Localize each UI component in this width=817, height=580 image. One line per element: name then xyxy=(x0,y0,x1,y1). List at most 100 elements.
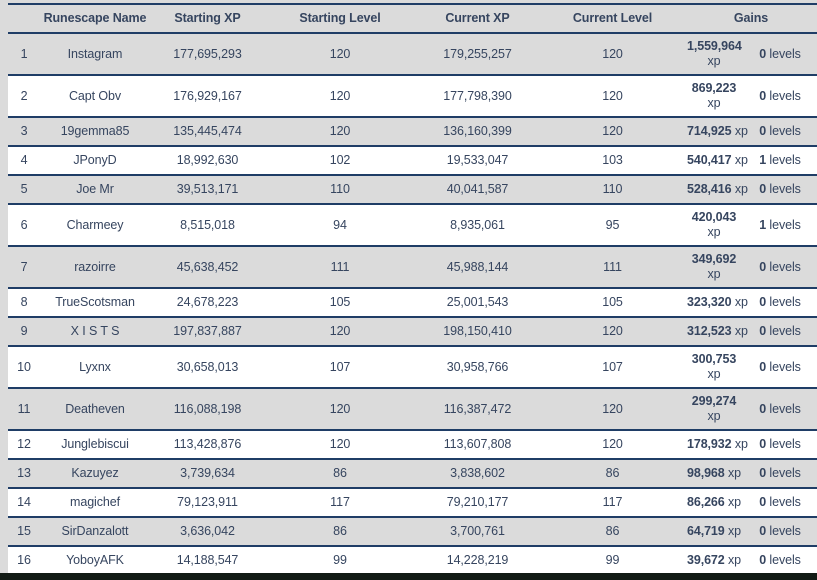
table-row: 12 Junglebiscui 113,428,876 120 113,607,… xyxy=(8,431,817,460)
gains-xp-unit: xp xyxy=(731,295,748,309)
gains-xp-value: 299,274 xyxy=(691,394,737,408)
current-level: 95 xyxy=(605,217,620,232)
player-name[interactable]: Joe Mr xyxy=(76,182,114,196)
gains-xp-unit: xp xyxy=(731,124,748,138)
player-name[interactable]: Instagram xyxy=(67,46,123,61)
gains-xp-unit: xp xyxy=(724,466,742,480)
gains-levels-unit: levels xyxy=(766,259,801,274)
starting-level: 120 xyxy=(329,124,351,138)
current-level: 110 xyxy=(602,182,623,196)
gains-levels-unit: levels xyxy=(766,324,801,338)
current-xp: 14,228,219 xyxy=(446,553,509,567)
table-header-row: Runescape Name Starting XP Starting Leve… xyxy=(8,5,817,34)
gains-levels-value: 0 xyxy=(759,401,767,416)
current-xp: 198,150,410 xyxy=(443,324,512,338)
gains-xp-unit: xp xyxy=(707,267,721,281)
gains-levels-unit: levels xyxy=(766,46,801,61)
gains-xp-unit: xp xyxy=(724,524,742,538)
player-name[interactable]: TrueScotsman xyxy=(55,295,135,309)
gains-xp: 98,968 xp xyxy=(685,461,743,486)
gains-levels: 0 levels xyxy=(743,255,817,280)
player-name[interactable]: Charmeey xyxy=(66,217,124,232)
gains-levels-value: 1 xyxy=(759,217,767,232)
table-body: 1 Instagram 177,695,293 120 179,255,257 … xyxy=(8,34,817,576)
gains-levels-value: 0 xyxy=(759,359,767,374)
player-name[interactable]: magichef xyxy=(70,495,120,509)
player-name[interactable]: Deatheven xyxy=(65,401,125,416)
gains-xp: 178,932 xp xyxy=(685,432,748,457)
current-xp: 113,607,808 xyxy=(443,437,512,451)
current-level: 120 xyxy=(602,324,623,338)
gains-levels-value: 0 xyxy=(759,46,767,61)
player-name[interactable]: JPonyD xyxy=(73,153,117,167)
gains-xp-value: 64,719 xyxy=(687,524,725,538)
gains-xp: 420,043 xp xyxy=(685,205,743,245)
starting-level: 105 xyxy=(329,295,351,309)
gains-xp-value: 323,320 xyxy=(687,295,732,309)
table-row: 16 YoboyAFK 14,188,547 99 14,228,219 99 … xyxy=(8,547,817,576)
starting-xp: 177,695,293 xyxy=(173,46,242,61)
gains-xp-unit: xp xyxy=(707,96,721,110)
starting-xp: 116,088,198 xyxy=(173,401,242,416)
gains-levels: 0 levels xyxy=(743,519,817,544)
gains-levels: 0 levels xyxy=(743,42,817,67)
row-rank: 12 xyxy=(17,437,31,451)
table-row: 5 Joe Mr 39,513,171 110 40,041,587 110 5… xyxy=(8,176,817,205)
gains-levels: 0 levels xyxy=(743,355,817,380)
header-starting-level[interactable]: Starting Level xyxy=(299,11,381,25)
gains-levels-value: 0 xyxy=(759,553,767,567)
starting-xp: 197,837,887 xyxy=(173,324,242,338)
current-xp: 3,700,761 xyxy=(450,524,505,538)
gains-levels-value: 1 xyxy=(759,153,767,167)
current-xp: 19,533,047 xyxy=(446,153,509,167)
header-gains[interactable]: Gains xyxy=(733,11,769,25)
gains-levels: 0 levels xyxy=(743,177,817,202)
current-level: 111 xyxy=(603,259,622,274)
current-level: 99 xyxy=(605,553,620,567)
gains-levels-unit: levels xyxy=(766,88,801,103)
player-name[interactable]: 19gemma85 xyxy=(60,124,130,138)
table-row: 1 Instagram 177,695,293 120 179,255,257 … xyxy=(8,34,817,76)
header-starting-xp[interactable]: Starting XP xyxy=(174,11,241,25)
gains-levels-unit: levels xyxy=(766,524,801,538)
table-row: 4 JPonyD 18,992,630 102 19,533,047 103 5… xyxy=(8,147,817,176)
starting-xp: 8,515,018 xyxy=(180,217,235,232)
player-name[interactable]: SirDanzalott xyxy=(61,524,129,538)
gains-xp: 540,417 xp xyxy=(685,148,748,173)
player-name[interactable]: YoboyAFK xyxy=(66,553,124,567)
starting-xp: 39,513,171 xyxy=(176,182,239,196)
player-name[interactable]: Capt Obv xyxy=(68,88,121,103)
gains-levels: 1 levels xyxy=(743,213,817,238)
gains-xp-value: 540,417 xyxy=(687,153,732,167)
current-xp: 25,001,543 xyxy=(446,295,509,309)
table-row: 8 TrueScotsman 24,678,223 105 25,001,543… xyxy=(8,289,817,318)
current-level: 103 xyxy=(602,153,623,167)
header-current-xp[interactable]: Current XP xyxy=(445,11,510,25)
current-level: 117 xyxy=(602,495,623,509)
gains-levels-value: 0 xyxy=(759,324,767,338)
gains-levels: 0 levels xyxy=(743,490,817,515)
gains-levels-unit: levels xyxy=(766,124,801,138)
gains-levels-value: 0 xyxy=(759,495,767,509)
current-level: 120 xyxy=(602,46,623,61)
gains-xp-value: 39,672 xyxy=(687,553,725,567)
gains-xp-value: 349,692 xyxy=(691,252,737,266)
starting-xp: 3,636,042 xyxy=(180,524,235,538)
player-name[interactable]: Junglebiscui xyxy=(61,437,129,451)
player-name[interactable]: Lyxnx xyxy=(79,359,111,374)
gains-levels-unit: levels xyxy=(766,437,801,451)
row-rank: 4 xyxy=(20,153,28,167)
player-name[interactable]: X I S T S xyxy=(70,324,120,338)
player-name[interactable]: razoirre xyxy=(74,259,116,274)
current-level: 120 xyxy=(602,437,623,451)
row-rank: 3 xyxy=(20,124,28,138)
gains-levels-unit: levels xyxy=(766,153,801,167)
gains-levels-unit: levels xyxy=(766,466,801,480)
player-name[interactable]: Kazuyez xyxy=(71,466,119,480)
gains-levels-unit: levels xyxy=(766,295,801,309)
header-current-level[interactable]: Current Level xyxy=(572,11,653,25)
gains-levels: 0 levels xyxy=(743,84,817,109)
header-runescape-name[interactable]: Runescape Name xyxy=(43,11,147,25)
gains-levels-value: 0 xyxy=(759,124,767,138)
current-xp: 136,160,399 xyxy=(443,124,512,138)
